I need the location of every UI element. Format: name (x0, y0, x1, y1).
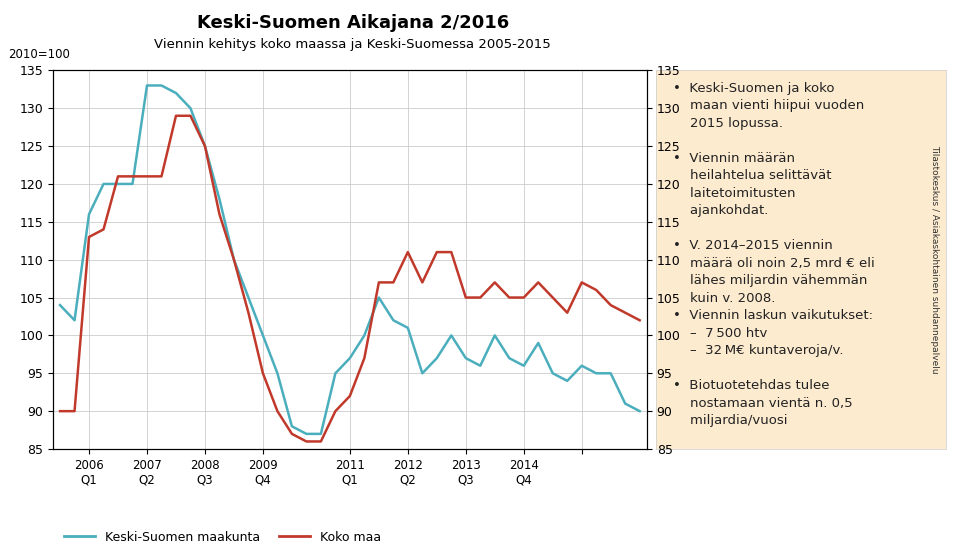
Keski-Suomen maakunta (55, 302, 66, 308)
Keski-Suomen maakunta (359, 332, 371, 339)
Keski-Suomen maakunta (329, 370, 341, 377)
Keski-Suomen maakunta (84, 211, 95, 217)
Keski-Suomen maakunta (228, 256, 240, 263)
Koko maa (474, 294, 486, 301)
Keski-Suomen maakunta (272, 370, 283, 377)
Keski-Suomen maakunta (547, 370, 559, 377)
Keski-Suomen maakunta (257, 332, 269, 339)
Koko maa (272, 408, 283, 414)
Koko maa (562, 309, 573, 316)
Keski-Suomen maakunta (562, 378, 573, 384)
Koko maa (214, 211, 226, 217)
Keski-Suomen maakunta (489, 332, 500, 339)
Koko maa (533, 279, 544, 286)
Line: Keski-Suomen maakunta: Keski-Suomen maakunta (60, 85, 639, 434)
Koko maa (359, 355, 371, 361)
Text: Viennin kehitys koko maassa ja Keski-Suomessa 2005-2015: Viennin kehitys koko maassa ja Keski-Suo… (155, 38, 551, 51)
Keski-Suomen maakunta (619, 400, 631, 407)
Koko maa (402, 249, 414, 255)
Koko maa (590, 287, 602, 293)
Keski-Suomen maakunta (170, 90, 181, 96)
Koko maa (518, 294, 530, 301)
Legend: Keski-Suomen maakunta, Koko maa: Keski-Suomen maakunta, Koko maa (60, 526, 387, 541)
Koko maa (431, 249, 443, 255)
Koko maa (417, 279, 428, 286)
Text: •  Keski-Suomen ja koko
    maan vienti hiipui vuoden
    2015 lopussa.

•  Vien: • Keski-Suomen ja koko maan vienti hiipu… (673, 82, 875, 427)
Keski-Suomen maakunta (431, 355, 443, 361)
Koko maa (489, 279, 500, 286)
Keski-Suomen maakunta (184, 105, 196, 111)
Koko maa (547, 294, 559, 301)
Keski-Suomen maakunta (388, 317, 399, 324)
Keski-Suomen maakunta (156, 82, 167, 89)
Koko maa (286, 431, 298, 437)
Keski-Suomen maakunta (300, 431, 312, 437)
Keski-Suomen maakunta (243, 294, 254, 301)
Koko maa (141, 173, 153, 180)
Keski-Suomen maakunta (576, 362, 588, 369)
Keski-Suomen maakunta (533, 340, 544, 346)
Koko maa (634, 317, 645, 324)
Keski-Suomen maakunta (69, 317, 81, 324)
Koko maa (329, 408, 341, 414)
Koko maa (388, 279, 399, 286)
Keski-Suomen maakunta (590, 370, 602, 377)
Koko maa (55, 408, 66, 414)
Koko maa (228, 256, 240, 263)
Koko maa (619, 309, 631, 316)
Keski-Suomen maakunta (344, 355, 355, 361)
Koko maa (243, 309, 254, 316)
Keski-Suomen maakunta (141, 82, 153, 89)
Koko maa (98, 226, 109, 233)
Koko maa (257, 370, 269, 377)
Koko maa (503, 294, 515, 301)
Text: Keski-Suomen Aikajana 2/2016: Keski-Suomen Aikajana 2/2016 (197, 14, 509, 31)
Text: Tilastokeskus / Asiakaskohtainen suhdannepalvelu: Tilastokeskus / Asiakaskohtainen suhdann… (929, 146, 939, 374)
Koko maa (184, 113, 196, 119)
Koko maa (460, 294, 471, 301)
Keski-Suomen maakunta (605, 370, 616, 377)
Keski-Suomen maakunta (445, 332, 457, 339)
Line: Koko maa: Koko maa (60, 116, 639, 441)
Koko maa (315, 438, 326, 445)
Keski-Suomen maakunta (214, 196, 226, 202)
Koko maa (127, 173, 138, 180)
Koko maa (576, 279, 588, 286)
Keski-Suomen maakunta (98, 181, 109, 187)
Keski-Suomen maakunta (402, 325, 414, 331)
Koko maa (344, 393, 355, 399)
Keski-Suomen maakunta (127, 181, 138, 187)
Koko maa (300, 438, 312, 445)
Text: 2010=100: 2010=100 (9, 48, 70, 61)
Koko maa (156, 173, 167, 180)
Koko maa (112, 173, 124, 180)
Koko maa (605, 302, 616, 308)
Keski-Suomen maakunta (474, 362, 486, 369)
Keski-Suomen maakunta (373, 294, 385, 301)
Keski-Suomen maakunta (634, 408, 645, 414)
Keski-Suomen maakunta (518, 362, 530, 369)
Keski-Suomen maakunta (417, 370, 428, 377)
Keski-Suomen maakunta (286, 423, 298, 430)
Koko maa (84, 234, 95, 240)
Koko maa (170, 113, 181, 119)
Koko maa (373, 279, 385, 286)
Keski-Suomen maakunta (199, 143, 210, 149)
Keski-Suomen maakunta (460, 355, 471, 361)
Keski-Suomen maakunta (315, 431, 326, 437)
Koko maa (445, 249, 457, 255)
Keski-Suomen maakunta (112, 181, 124, 187)
Koko maa (199, 143, 210, 149)
Keski-Suomen maakunta (503, 355, 515, 361)
Koko maa (69, 408, 81, 414)
